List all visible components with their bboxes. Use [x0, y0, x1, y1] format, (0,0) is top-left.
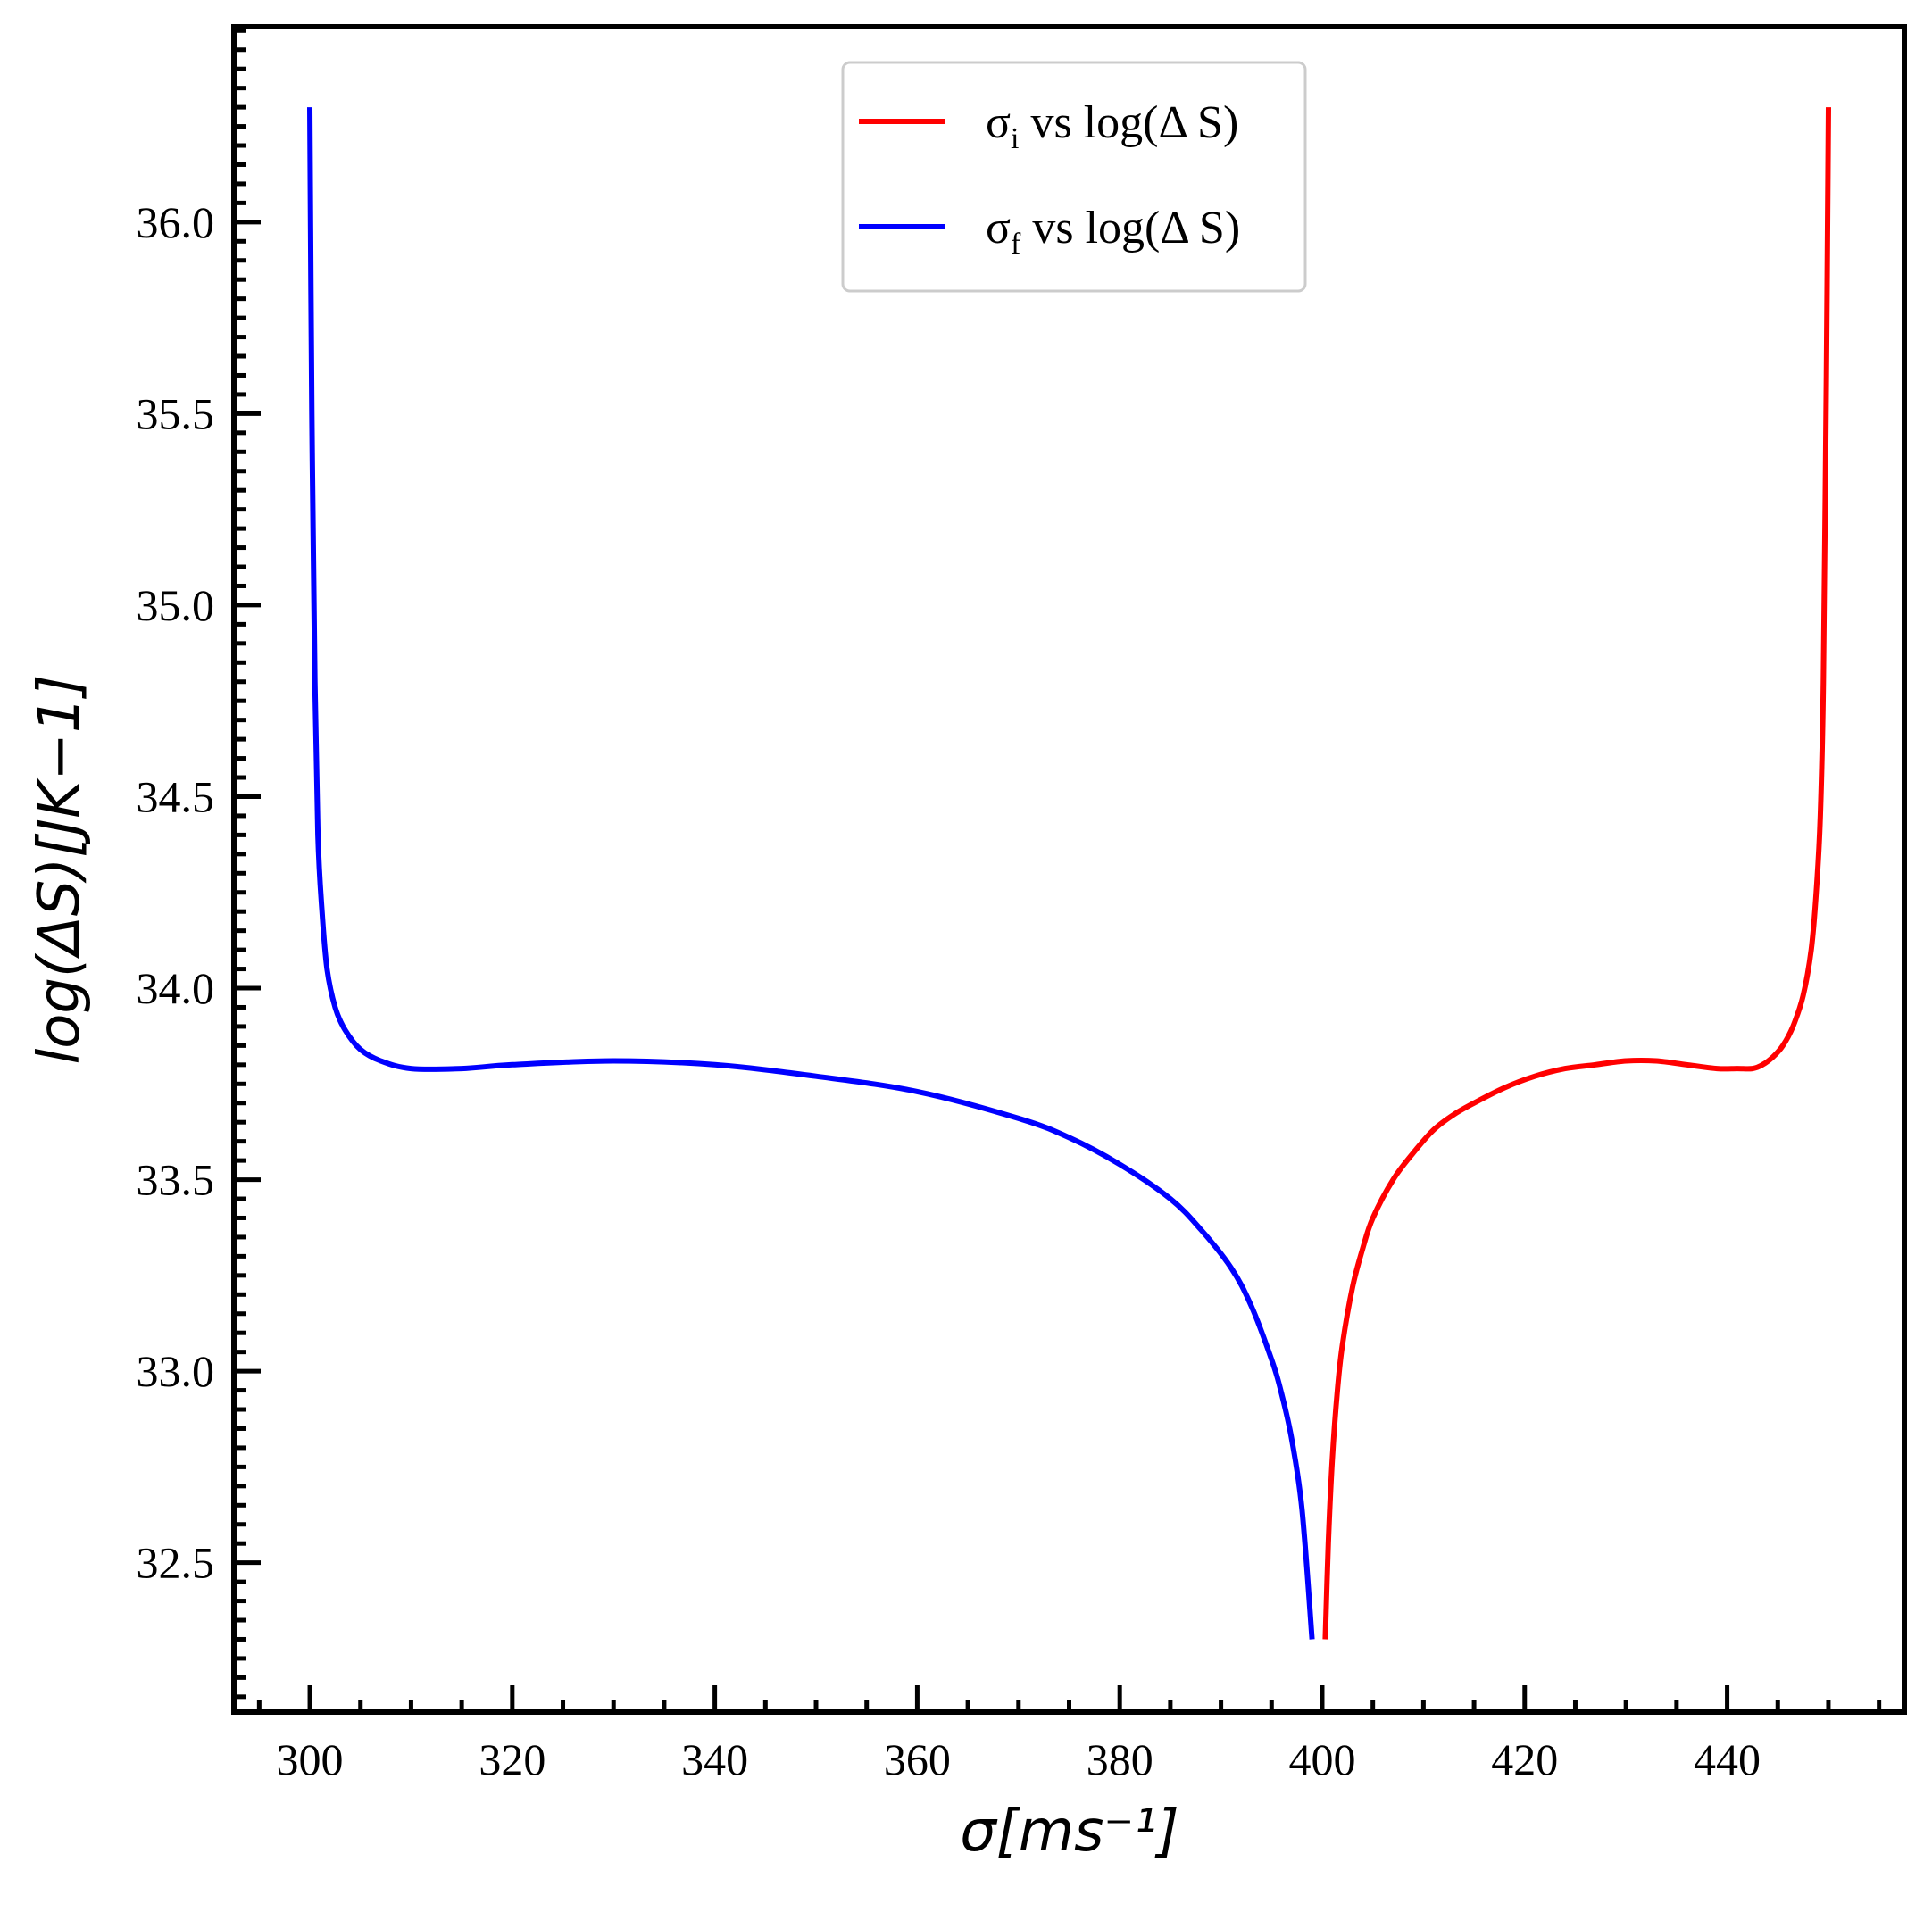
legend-label-sigma-i: σi vs log(Δ S): [986, 97, 1238, 155]
legend-label-sigma-f: σf vs log(Δ S): [986, 203, 1240, 261]
y-tick-label: 32.5: [137, 1538, 215, 1588]
legend-box: [841, 61, 1307, 293]
y-tick-label: 34.0: [137, 963, 215, 1013]
x-tick-label: 440: [1694, 1734, 1761, 1784]
series-line-sigma-i: [1322, 107, 1831, 1640]
x-tick-label: 320: [479, 1734, 545, 1784]
legend: σi vs log(Δ S) σf vs log(Δ S): [841, 61, 1307, 293]
x-tick-label: 420: [1491, 1734, 1558, 1784]
x-tick-label: 400: [1288, 1734, 1355, 1784]
series-lines: [307, 107, 1831, 1640]
x-tick-label: 300: [277, 1734, 344, 1784]
tick-labels: 300 320 340 360 380 400 420 440 32.5 33.0 33.5 34.0…: [137, 197, 1761, 1784]
y-tick-label: 34.5: [137, 771, 215, 821]
x-tick-label: 340: [681, 1734, 748, 1784]
x-axis-label: σ[ms⁻¹]: [960, 1799, 1179, 1865]
x-tick-label: 380: [1087, 1734, 1153, 1784]
y-axis-label: log(ΔS)[JK−1]: [27, 674, 93, 1064]
y-tick-label: 33.5: [137, 1155, 215, 1205]
series-line-sigma-f: [307, 107, 1315, 1640]
y-tick-label: 33.0: [137, 1346, 215, 1396]
y-tick-label: 35.0: [137, 580, 215, 630]
y-tick-label: 35.5: [137, 388, 215, 438]
plot-frame: [231, 24, 1907, 1715]
x-tick-label: 360: [884, 1734, 951, 1784]
y-tick-label: 36.0: [137, 197, 215, 247]
